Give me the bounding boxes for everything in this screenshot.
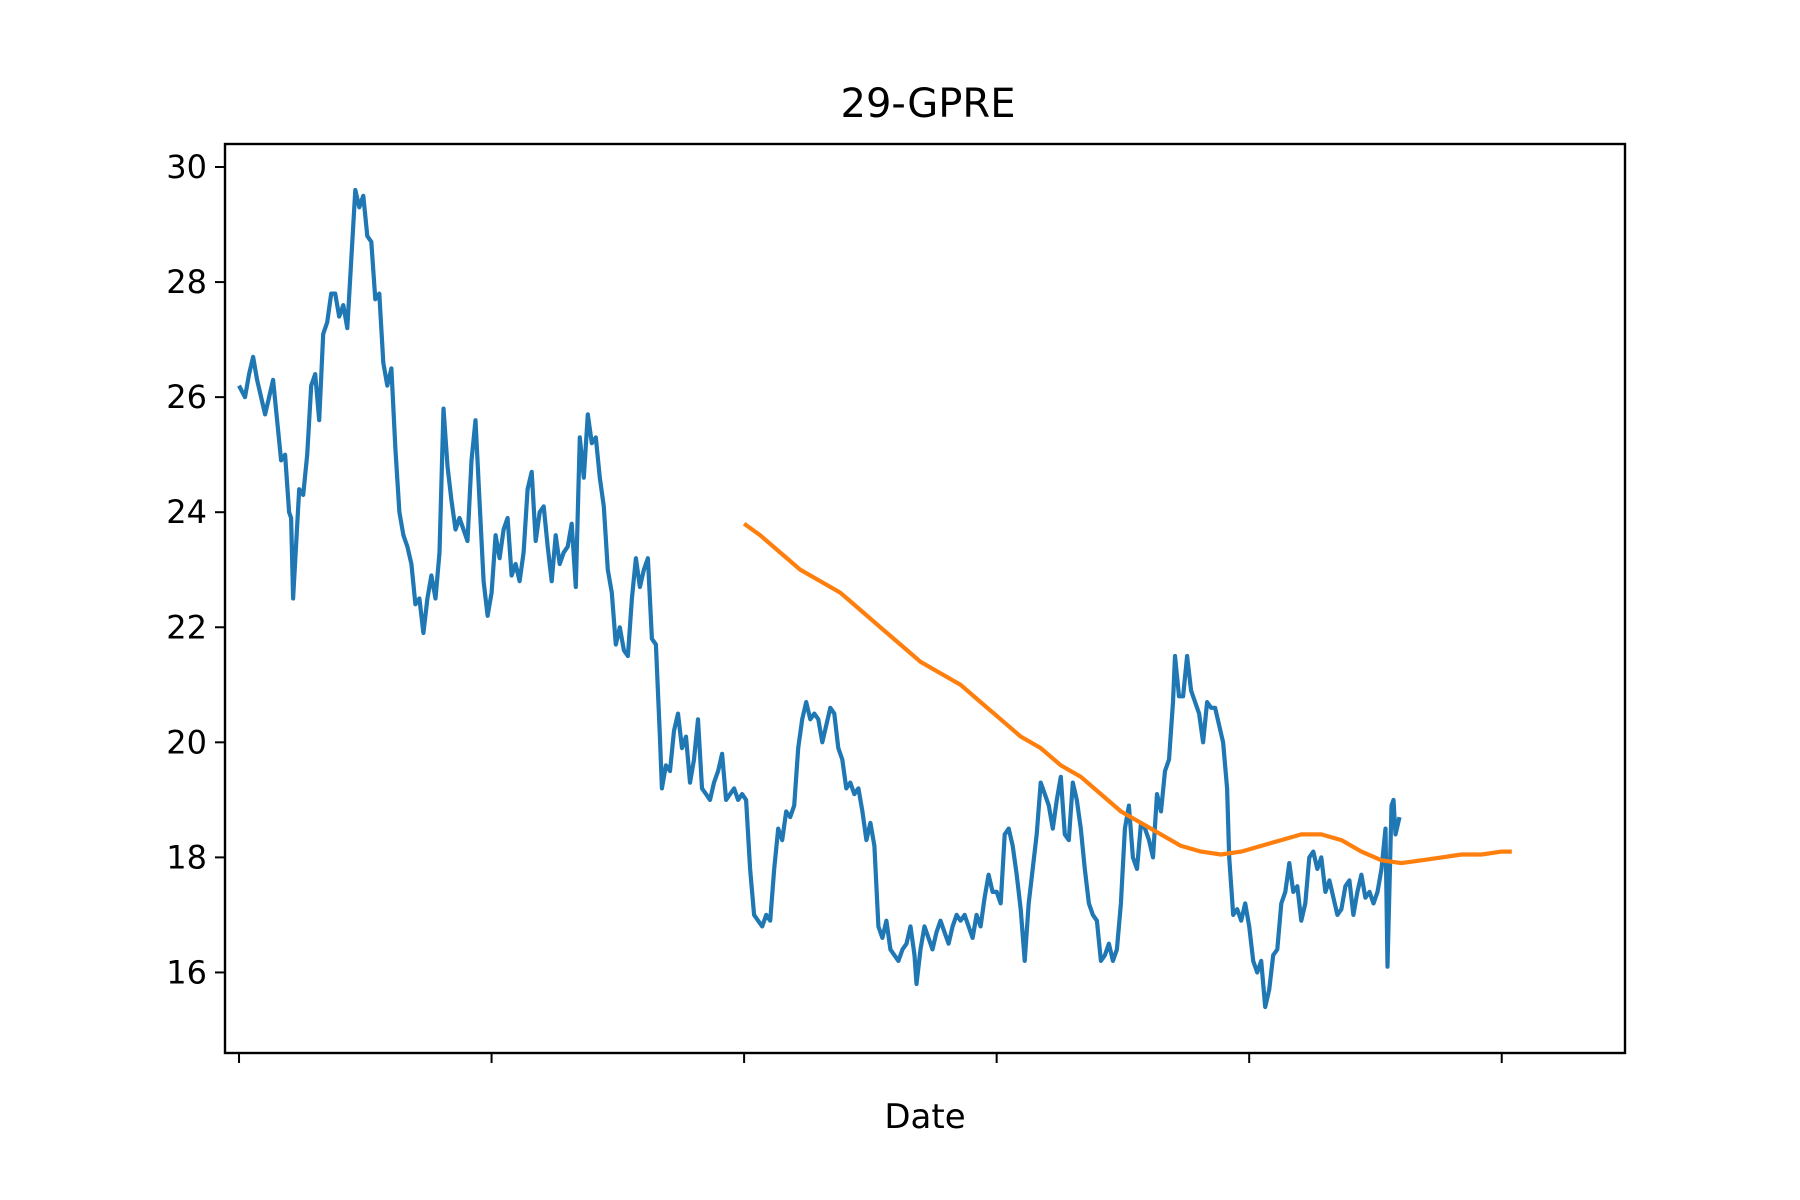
- y-tick-label: 18: [166, 838, 207, 876]
- y-tick-label: 26: [166, 378, 207, 416]
- series-line-1: [237, 187, 1402, 1010]
- y-tick-label: 20: [166, 723, 207, 761]
- x-axis-label: Date: [884, 1097, 965, 1137]
- y-axis: 16 18 20 22 24 26 28 30: [166, 148, 225, 991]
- y-tick-label: 30: [166, 148, 207, 186]
- x-axis: [238, 1053, 1503, 1063]
- y-tick-label: 16: [166, 953, 207, 991]
- y-tick-label: 28: [166, 263, 207, 301]
- y-tick-label: 22: [166, 608, 207, 646]
- plot-frame: [223, 142, 1627, 1055]
- plot-area: [237, 187, 1512, 1010]
- chart-title: 29-GPRE: [841, 81, 1016, 127]
- series-line-2: [742, 521, 1512, 866]
- y-tick-label: 24: [166, 493, 207, 531]
